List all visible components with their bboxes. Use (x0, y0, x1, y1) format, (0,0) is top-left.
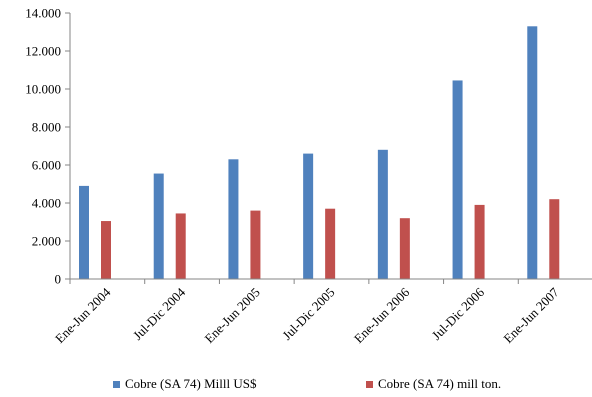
x-tick-label: Ene-Jun 2006 (351, 284, 413, 346)
y-tick-label: 6.000 (32, 158, 61, 173)
y-tick-label: 4.000 (32, 196, 61, 211)
axes (65, 12, 592, 284)
bar-series-1 (527, 26, 538, 279)
bar-series-2 (175, 213, 186, 279)
bar-series-2 (101, 221, 111, 279)
bar-series-2 (250, 210, 261, 279)
y-tick-label: 14.000 (25, 6, 61, 21)
bar-series-2 (549, 199, 560, 279)
x-tick-label: Jul-Dic 2005 (279, 285, 337, 343)
y-tick-label: 2.000 (32, 234, 61, 249)
y-tick-label: 10.000 (25, 82, 61, 97)
bar-series-1 (377, 149, 388, 279)
y-tick-label: 0 (55, 272, 62, 287)
bar-series-1 (452, 80, 463, 279)
bar-series-1 (228, 159, 239, 279)
y-tick-label: 8.000 (32, 120, 61, 135)
legend-swatch-series-1 (113, 380, 120, 388)
bars (79, 26, 560, 279)
legend-label-series-2: Cobre (SA 74) mill ton. (378, 376, 502, 391)
x-axis-tick-labels: Ene-Jun 2004 Jul-Dic 2004 Ene-Jun 2005 Jul-… (52, 284, 562, 346)
y-axis-tick-labels: 0 2.000 4.000 6.000 8.000 10.000 12.000 14.000 (25, 6, 61, 287)
bar-series-2 (474, 204, 485, 279)
bar-series-2 (399, 218, 410, 279)
y-tick-label: 12.000 (25, 44, 61, 59)
legend-swatch-series-2 (366, 380, 373, 388)
legend-item-series-1: Cobre (SA 74) Milll US$ (113, 376, 256, 392)
bar-series-2 (325, 208, 336, 279)
x-tick-label: Ene-Jun 2007 (500, 284, 562, 346)
bar-series-1 (303, 153, 314, 279)
x-tick-label: Ene-Jun 2005 (201, 285, 262, 346)
x-tick-label: Jul-Dic 2006 (429, 284, 488, 343)
bar-series-1 (153, 173, 164, 279)
legend-label-series-1: Cobre (SA 74) Milll US$ (125, 376, 257, 391)
x-tick-label: Jul-Dic 2004 (130, 284, 189, 343)
legend-item-series-2: Cobre (SA 74) mill ton. (366, 376, 501, 392)
bar-series-1 (79, 185, 89, 279)
x-tick-label: Ene-Jun 2004 (52, 284, 114, 346)
